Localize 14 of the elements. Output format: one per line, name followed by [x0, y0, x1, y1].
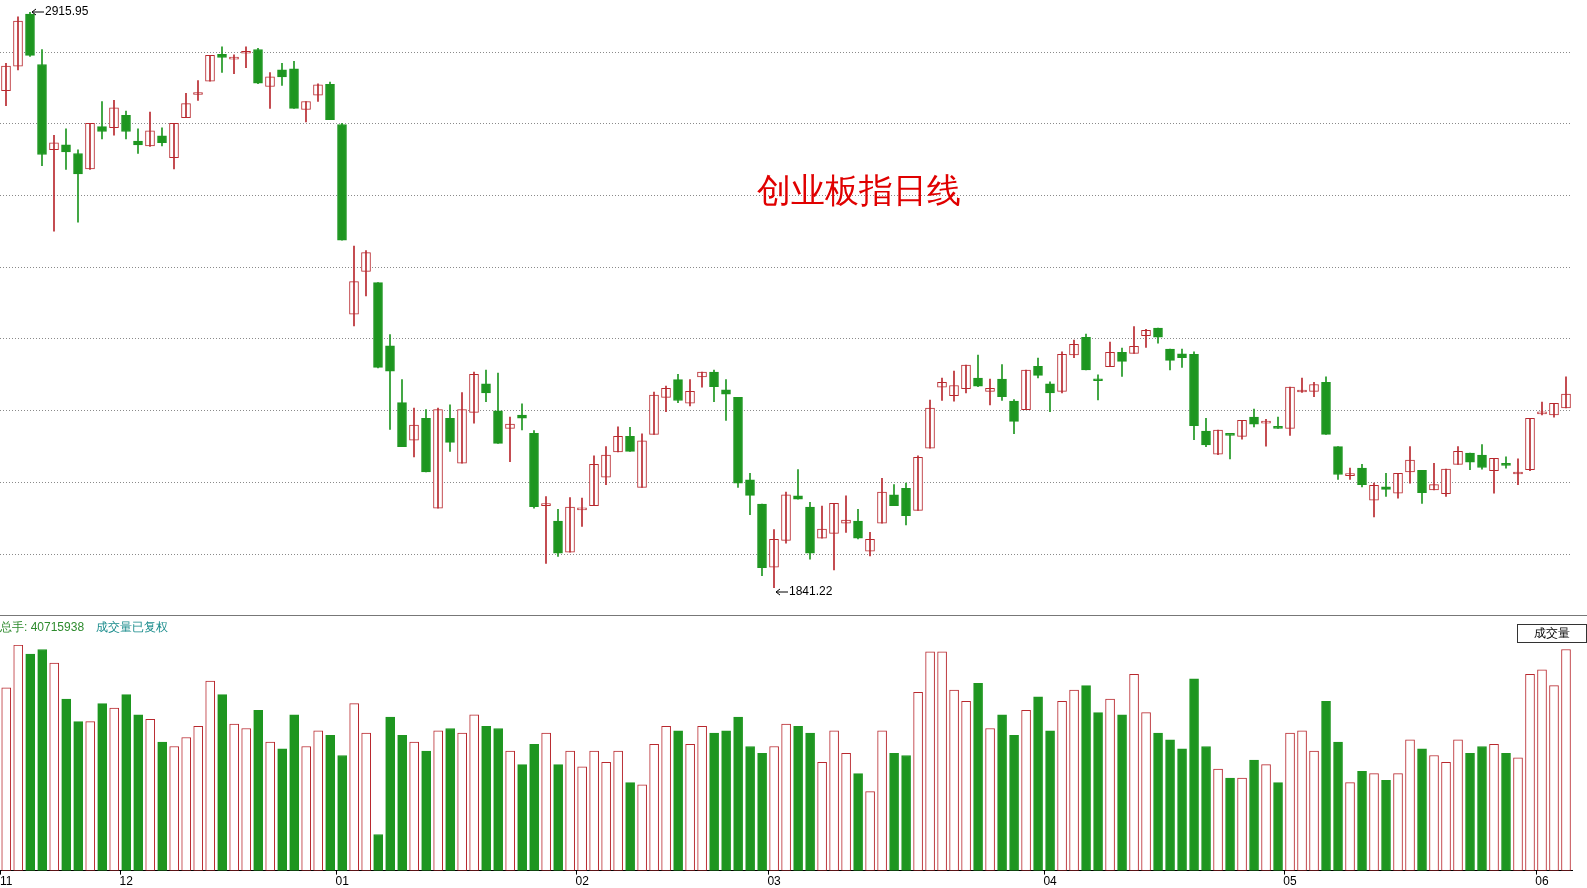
text: 创业板指日线 [757, 169, 961, 212]
x-tick-label: 02 [575, 874, 590, 888]
x-tick-label: 11 [0, 874, 13, 888]
chart-title: 成交量 [1517, 624, 1587, 643]
x-tick-label: 06 [1535, 874, 1549, 888]
x-tick-label: 04 [1043, 874, 1058, 888]
text: 成交量已复权 [96, 620, 169, 634]
x-tick-label: 01 [335, 874, 350, 888]
x-tick-label: 05 [1283, 874, 1298, 888]
x-tick-label: 03 [767, 874, 782, 888]
text: 总手: 40715938 [0, 620, 85, 634]
annotation: 2915.95 [45, 4, 89, 19]
x-tick-label: 12 [119, 874, 134, 888]
annotation: 1841.22 [789, 584, 833, 599]
